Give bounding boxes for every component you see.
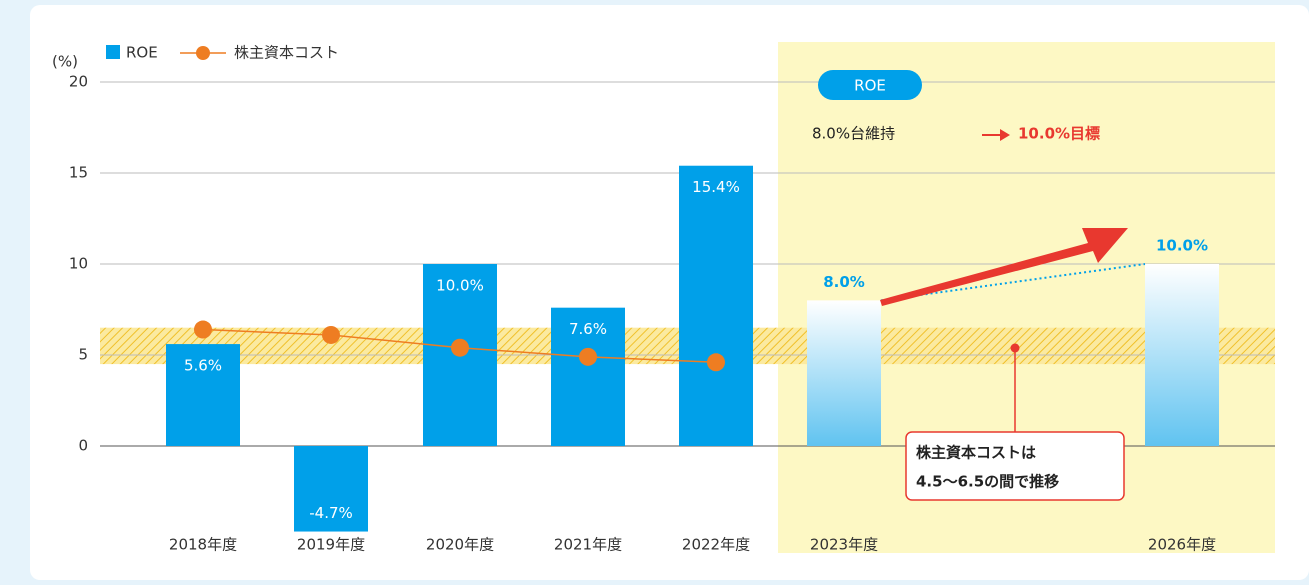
y-tick-label: 15 — [69, 164, 88, 182]
value-label: 7.6% — [569, 320, 607, 338]
callout-dot — [1010, 343, 1020, 353]
value-label: 8.0% — [823, 273, 865, 291]
badge — [818, 70, 922, 100]
x-tick-label: 2023年度 — [810, 536, 878, 554]
x-tick-label: 2018年度 — [169, 536, 237, 554]
y-tick-label: 20 — [69, 73, 88, 91]
current-target: 8.0%台維持 — [812, 125, 895, 143]
x-tick-label: 2021年度 — [554, 536, 622, 554]
legend-dot — [196, 46, 210, 60]
goal: 10.0%目標 — [1018, 125, 1100, 143]
bar — [807, 300, 881, 446]
growth-arrow — [880, 228, 1128, 306]
bar — [294, 446, 368, 532]
value-label: 10.0% — [1156, 237, 1208, 255]
legend-label: ROE — [126, 44, 158, 62]
legend-swatch — [106, 45, 120, 59]
plot: 0 5 10 15 20 2018年度 2019年度 2020年度 2021年度 2022年度 20… — [69, 73, 1275, 554]
point — [322, 325, 340, 344]
x-tick-label: 2019年度 — [297, 536, 365, 554]
point — [451, 338, 469, 357]
point — [579, 347, 597, 366]
small-arrow — [982, 129, 1010, 141]
legend-label: 株主資本コスト — [234, 44, 339, 62]
bar — [679, 165, 753, 446]
badge-text: ROE — [854, 77, 886, 95]
callout-text: 株主資本コストは — [916, 444, 1036, 462]
bar — [1145, 264, 1219, 446]
value-label: 15.4% — [692, 178, 740, 196]
callout-text: 4.5〜6.5の間で推移 — [916, 473, 1059, 491]
y-tick-label: 10 — [69, 255, 88, 273]
point — [194, 320, 212, 339]
x-tick-label: 2020年度 — [426, 536, 494, 554]
value-label: -4.7% — [309, 504, 353, 522]
y-tick-label: 0 — [78, 437, 88, 455]
value-label: 5.6% — [184, 357, 222, 375]
point — [707, 353, 725, 372]
bar — [551, 307, 625, 446]
bar — [166, 344, 240, 446]
y-unit: (%) — [52, 53, 78, 71]
x-tick-label: 2026年度 — [1148, 536, 1216, 554]
x-tick-label: 2022年度 — [682, 536, 750, 554]
callout — [905, 431, 1125, 501]
y-tick-label: 5 — [78, 346, 88, 364]
value-label: 10.0% — [436, 277, 484, 295]
